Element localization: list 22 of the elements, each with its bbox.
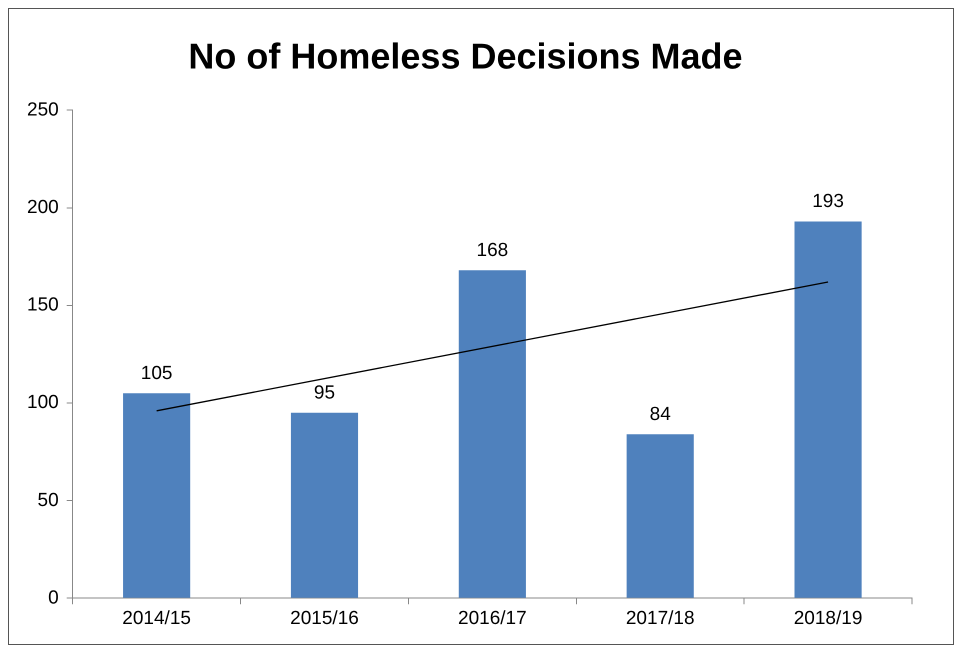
x-tick-label: 2016/17 <box>458 608 527 629</box>
data-label: 193 <box>812 191 844 212</box>
bar <box>458 270 526 598</box>
data-label: 105 <box>140 362 172 384</box>
y-tick-label: 0 <box>48 587 59 608</box>
bar <box>290 412 358 598</box>
x-tick-label: 2018/19 <box>794 608 862 629</box>
bar <box>794 221 862 598</box>
bar <box>626 434 694 598</box>
y-tick-label: 50 <box>38 490 59 511</box>
y-tick-label: 150 <box>27 294 59 316</box>
y-tick-label: 250 <box>27 99 59 120</box>
y-tick-label: 200 <box>27 197 59 218</box>
bar <box>123 393 190 598</box>
x-tick-label: 2014/15 <box>122 608 191 629</box>
x-tick-label: 2017/18 <box>626 608 695 629</box>
data-label: 84 <box>650 404 672 425</box>
y-tick-label: 100 <box>27 392 59 414</box>
data-label: 168 <box>476 240 508 261</box>
x-tick-label: 2015/16 <box>290 608 359 629</box>
chart-title: No of Homeless Decisions Made <box>188 36 743 77</box>
data-label: 95 <box>314 382 336 404</box>
